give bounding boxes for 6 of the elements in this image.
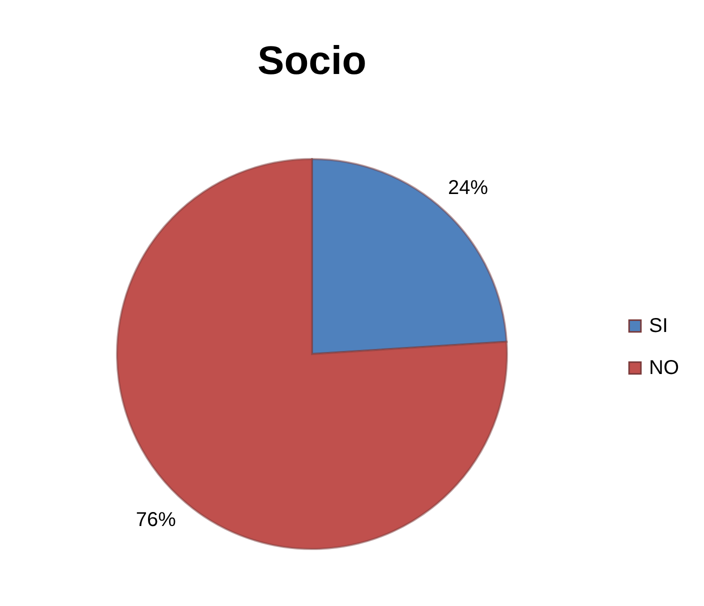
data-label: 76% [136,509,176,532]
chart-title: Socio [258,39,366,83]
data-label: 24% [448,176,488,199]
legend-label: NO [649,357,679,379]
pie-slice [116,158,508,550]
legend-label: SI [649,315,668,337]
